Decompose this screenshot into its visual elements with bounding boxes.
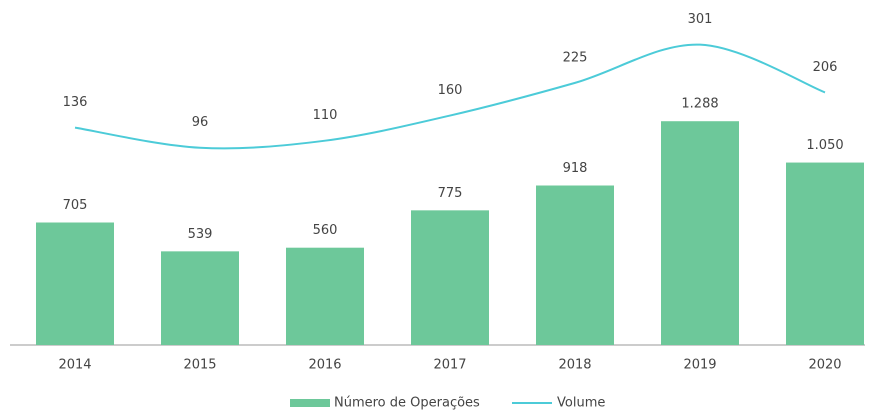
data-label: 96 xyxy=(192,115,209,130)
data-label: 160 xyxy=(438,83,463,98)
data-label: 1.050 xyxy=(806,138,843,153)
legend-label: Volume xyxy=(557,396,605,411)
data-label: 301 xyxy=(688,12,713,27)
x-tick-label: 2020 xyxy=(808,358,841,373)
bar xyxy=(411,210,489,345)
x-tick-label: 2014 xyxy=(58,358,91,373)
data-label: 136 xyxy=(63,95,88,110)
bar xyxy=(661,121,739,346)
bar xyxy=(286,247,364,345)
data-label: 1.288 xyxy=(681,97,718,112)
data-label: 918 xyxy=(563,161,588,176)
data-label: 560 xyxy=(313,223,338,238)
bar xyxy=(161,251,239,345)
x-tick-label: 2016 xyxy=(308,358,341,373)
x-tick-label: 2018 xyxy=(558,358,591,373)
data-label: 539 xyxy=(188,227,213,242)
data-label: 225 xyxy=(563,50,588,65)
legend-label: Número de Operações xyxy=(334,396,480,411)
data-label: 705 xyxy=(63,198,88,213)
x-tick-label: 2019 xyxy=(683,358,716,373)
line xyxy=(74,43,826,150)
x-tick-label: 2015 xyxy=(183,358,216,373)
data-label: 206 xyxy=(813,60,838,75)
data-label: 775 xyxy=(438,186,463,201)
x-tick-label: 2017 xyxy=(433,358,466,373)
bar xyxy=(36,222,114,345)
data-label: 110 xyxy=(313,108,338,123)
bar xyxy=(786,162,864,345)
legend-swatch xyxy=(290,399,330,407)
bar xyxy=(536,185,614,345)
